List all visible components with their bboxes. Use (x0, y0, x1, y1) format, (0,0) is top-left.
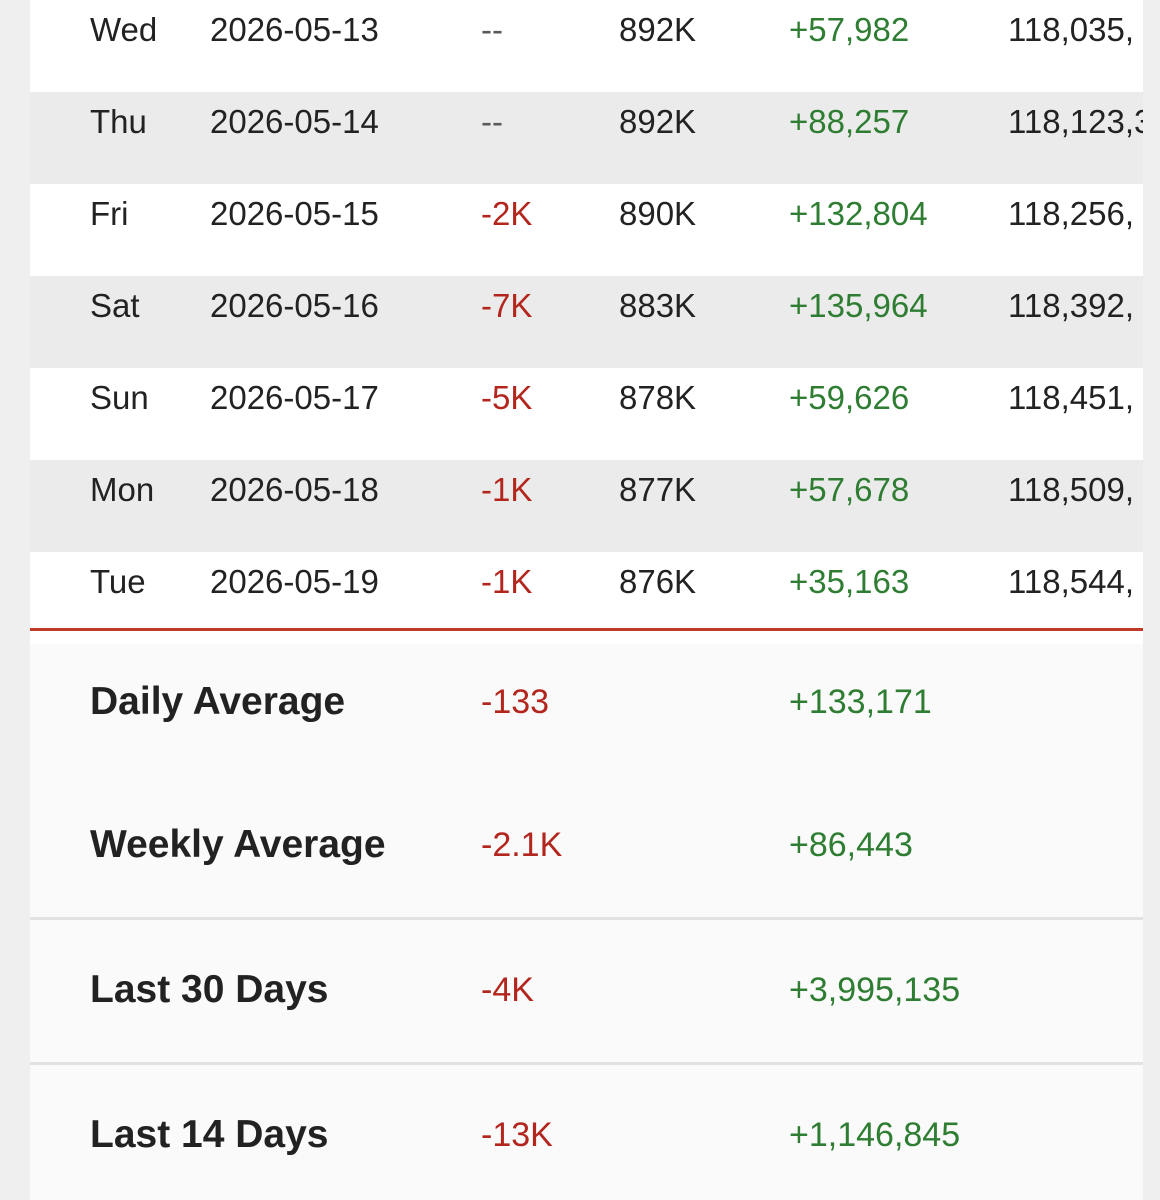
table-row: Mon 2026-05-18 -1K 877K +57,678 118,509, (30, 460, 1143, 552)
cumulative-cell: 118,392, (1008, 287, 1135, 324)
date-cell: 2026-05-14 (210, 103, 379, 140)
table-row: Thu 2026-05-14 -- 892K +88,257 118,123,3 (30, 92, 1143, 184)
summary-label: Weekly Average (90, 823, 386, 866)
summary-gain: +133,171 (789, 683, 932, 721)
cumulative-cell: 118,123,3 (1008, 103, 1143, 140)
table-row: Sun 2026-05-17 -5K 878K +59,626 118,451, (30, 368, 1143, 460)
summary-label: Daily Average (90, 680, 346, 723)
summary-change: -4K (481, 971, 534, 1009)
change-cell: -1K (481, 563, 533, 600)
date-cell: 2026-05-13 (210, 11, 379, 48)
summary-divider (30, 628, 1143, 631)
date-cell: 2026-05-17 (210, 379, 379, 416)
gain-cell: +132,804 (789, 195, 928, 232)
summary-row-daily-average: Daily Average -133 +133,171 (30, 680, 1143, 730)
summary-row-last-14-days: Last 14 Days -13K +1,146,845 (30, 1113, 1143, 1163)
gain-cell: +59,626 (789, 379, 910, 416)
summary-change: -2.1K (481, 826, 563, 864)
table-row: Wed 2026-05-13 -- 892K +57,982 118,035, (30, 0, 1143, 92)
cumulative-cell: 118,544, (1008, 563, 1135, 600)
table-row: Sat 2026-05-16 -7K 883K +135,964 118,392… (30, 276, 1143, 368)
day-cell: Thu (90, 103, 147, 140)
day-cell: Sat (90, 287, 140, 324)
change-cell: -- (481, 11, 503, 48)
total-cell: 892K (619, 11, 697, 48)
gain-cell: +57,678 (789, 471, 910, 508)
gain-cell: +88,257 (789, 103, 910, 140)
change-cell: -- (481, 103, 503, 140)
summary-change: -13K (481, 1116, 553, 1154)
cumulative-cell: 118,035, (1008, 11, 1135, 48)
summary-gain: +1,146,845 (789, 1116, 961, 1154)
summary-label: Last 30 Days (90, 968, 329, 1011)
change-cell: -1K (481, 471, 533, 508)
summary-label: Last 14 Days (90, 1113, 329, 1156)
total-cell: 890K (619, 195, 697, 232)
summary-change: -133 (481, 683, 550, 721)
date-cell: 2026-05-16 (210, 287, 379, 324)
cumulative-cell: 118,256, (1008, 195, 1135, 232)
table-row: Fri 2026-05-15 -2K 890K +132,804 118,256… (30, 184, 1143, 276)
gain-cell: +57,982 (789, 11, 910, 48)
total-cell: 878K (619, 379, 697, 416)
day-cell: Sun (90, 379, 149, 416)
daily-rows: Wed 2026-05-13 -- 892K +57,982 118,035, … (30, 0, 1143, 644)
summary-gain: +86,443 (789, 826, 913, 864)
change-cell: -7K (481, 287, 533, 324)
change-cell: -2K (481, 195, 533, 232)
summary-separator (30, 917, 1143, 920)
cumulative-cell: 118,509, (1008, 471, 1135, 508)
total-cell: 892K (619, 103, 697, 140)
day-cell: Fri (90, 195, 129, 232)
total-cell: 883K (619, 287, 697, 324)
day-cell: Mon (90, 471, 155, 508)
total-cell: 877K (619, 471, 697, 508)
summary-separator (30, 1062, 1143, 1065)
gain-cell: +135,964 (789, 287, 928, 324)
day-cell: Tue (90, 563, 146, 600)
summary-row-last-30-days: Last 30 Days -4K +3,995,135 (30, 968, 1143, 1018)
date-cell: 2026-05-18 (210, 471, 379, 508)
gain-cell: +35,163 (789, 563, 910, 600)
summary-gain: +3,995,135 (789, 971, 961, 1009)
total-cell: 876K (619, 563, 697, 600)
day-cell: Wed (90, 11, 158, 48)
change-cell: -5K (481, 379, 533, 416)
cumulative-cell: 118,451, (1008, 379, 1135, 416)
date-cell: 2026-05-15 (210, 195, 379, 232)
summary-row-weekly-average: Weekly Average -2.1K +86,443 (30, 823, 1143, 873)
date-cell: 2026-05-19 (210, 563, 379, 600)
stats-table: Wed 2026-05-13 -- 892K +57,982 118,035, … (30, 0, 1143, 1200)
